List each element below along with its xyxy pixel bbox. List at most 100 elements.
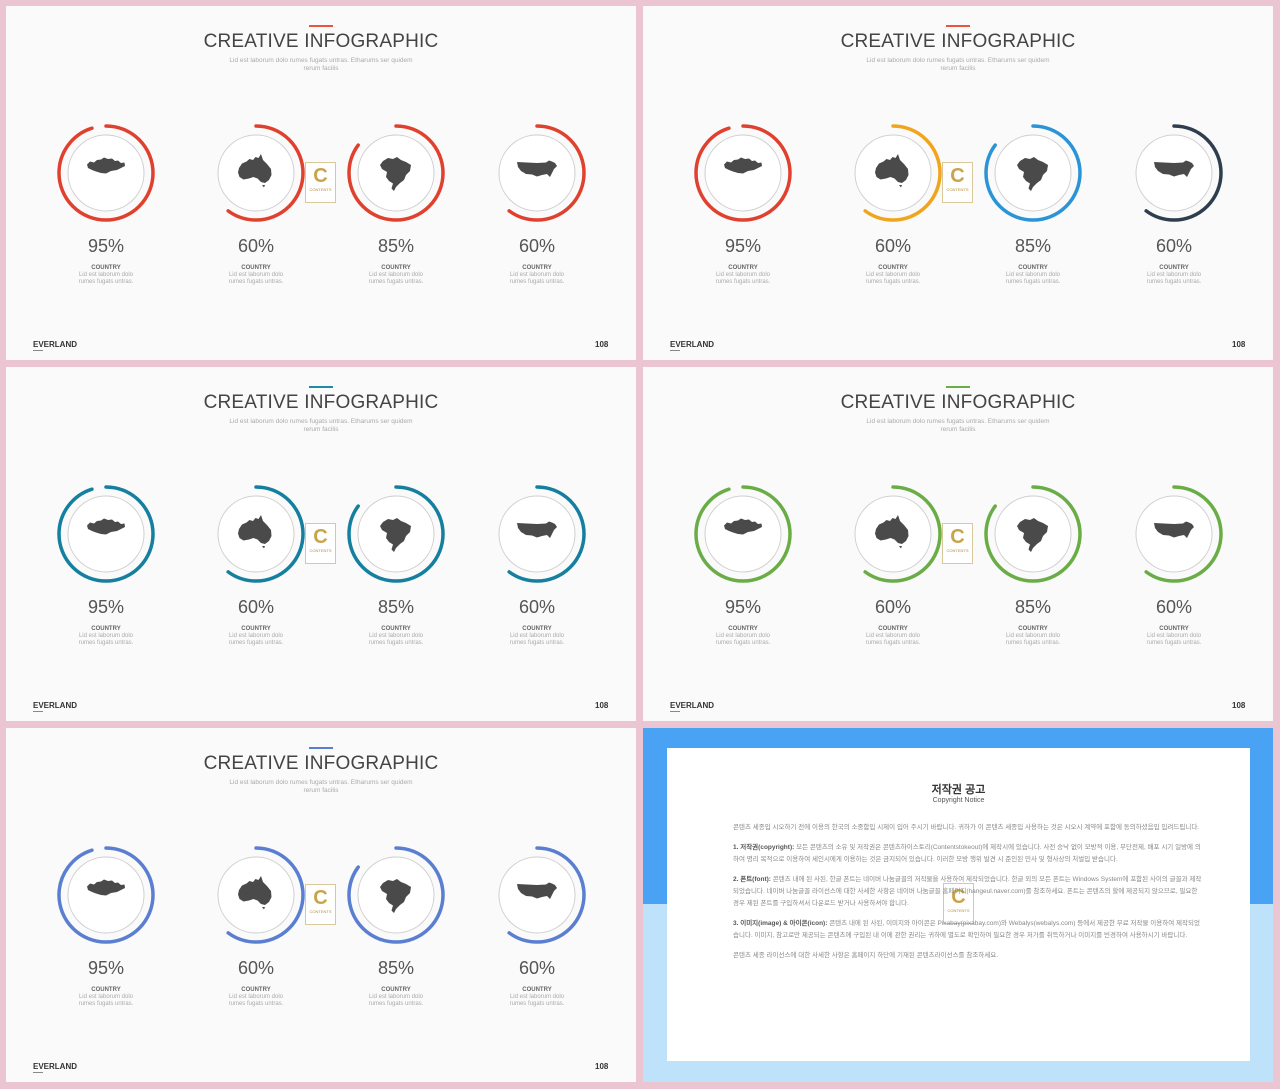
slide-1[interactable]: CREATIVE INFOGRAPHIC Lid est laborum dol… [6,6,636,360]
brazil-map-icon [380,879,411,913]
mongolia-map-icon [87,879,125,896]
slide-2[interactable]: CREATIVE INFOGRAPHIC Lid est laborum dol… [643,6,1273,360]
usa-map-icon [517,882,557,899]
slide-4[interactable]: CREATIVE INFOGRAPHIC Lid est laborum dol… [643,367,1273,721]
progress-ring [207,485,305,583]
title-accent-line [946,386,970,388]
progress-ring-arc [984,124,1082,222]
percentage-value: 95% [724,236,762,256]
progress-ring-arc [488,485,586,583]
progress-ring [694,124,792,222]
percentage-value: 60% [237,597,275,617]
country-item-2: 60% COUNTRY Lid est laborum dolo rumes fug… [191,118,321,298]
title-accent-line [946,25,970,27]
country-label: COUNTRY [241,265,271,271]
country-label: COUNTRY [1018,626,1048,632]
copyright-card: 저작권 공고 Copyright Notice C CONTENTS 콘텐츠 세종… [667,748,1250,1061]
slide-subtitle: Lid est laborum dolo rumes fugats untras… [229,57,413,72]
progress-ring-arc [844,485,942,583]
country-description: Lid est laborum dolo rumes fugats untras… [368,272,424,285]
country-description: Lid est laborum dolo rumes fugats untras… [1005,272,1061,285]
country-label: COUNTRY [1159,265,1189,271]
copyright-title: 저작권 공고 [931,784,986,796]
country-description: Lid est laborum dolo rumes fugats untras… [368,633,424,646]
slide-title: CREATIVE INFOGRAPHIC [203,392,439,413]
progress-ring [844,485,942,583]
page-number: 108 [595,340,609,349]
slide-6-copyright[interactable]: 저작권 공고 Copyright Notice C CONTENTS 콘텐츠 세종… [643,728,1273,1082]
copyright-section-2: 2. 폰트(font): 콘텐츠 내에 된 사된, 한글 폰트는 네이버 나눔글… [733,876,1202,907]
title-accent-line [309,747,333,749]
progress-ring-arc [844,124,942,222]
country-label: COUNTRY [878,626,908,632]
country-description: Lid est laborum dolo rumes fugats untras… [865,633,921,646]
copyright-section-1: 1. 저작권(copyright): 모든 콘텐츠의 소유 및 저작권은 콘텐츠… [733,844,1201,863]
page-number: 108 [595,1062,609,1071]
progress-ring-arc [207,124,305,222]
percentage-value: 85% [377,236,415,256]
slide-title: CREATIVE INFOGRAPHIC [840,392,1076,413]
progress-ring [57,485,155,583]
brand-name: EVERLAND [670,701,715,710]
progress-ring-arc [57,846,155,944]
brand-underline [33,711,43,712]
country-description: Lid est laborum dolo rumes fugats untras… [715,272,771,285]
progress-ring-arc [347,485,445,583]
percentage-value: 95% [87,597,125,617]
brand-underline [670,350,680,351]
australia-map-icon [238,154,272,188]
brand-underline [670,711,680,712]
country-label: COUNTRY [878,265,908,271]
progress-ring [1125,485,1223,583]
country-description: Lid est laborum dolo rumes fugats untras… [1005,633,1061,646]
slide-subtitle: Lid est laborum dolo rumes fugats untras… [866,418,1050,433]
country-item-3: 85% COUNTRY Lid est laborum dolo rumes fug… [968,479,1098,659]
progress-ring-arc [694,485,792,583]
contents-watermark-logo: C CONTENTS [942,523,973,564]
page-number: 108 [1232,701,1246,710]
progress-ring [488,846,586,944]
progress-ring-arc [347,846,445,944]
country-description: Lid est laborum dolo rumes fugats untras… [78,994,134,1007]
country-item-1: 95% COUNTRY Lid est laborum dolo rumes fug… [41,479,171,659]
percentage-value: 60% [237,958,275,978]
copyright-outro: 콘텐츠 세종 라이선스에 대한 사세한 사항은 홈페이지 하단에 기재된 콘텐츠… [733,952,999,959]
country-label: COUNTRY [91,987,121,993]
percentage-value: 60% [237,236,275,256]
brand-name: EVERLAND [33,340,78,349]
mongolia-map-icon [724,518,762,535]
country-description: Lid est laborum dolo rumes fugats untras… [228,633,284,646]
copyright-subtitle: Copyright Notice [932,797,985,804]
contents-watermark-logo: C CONTENTS [305,884,336,925]
brazil-map-icon [1017,518,1048,552]
usa-map-icon [1154,160,1194,177]
country-description: Lid est laborum dolo rumes fugats untras… [1146,633,1202,646]
progress-ring [694,485,792,583]
percentage-value: 60% [1155,597,1193,617]
country-item-1: 95% COUNTRY Lid est laborum dolo rumes fug… [41,840,171,1020]
slide-subtitle: Lid est laborum dolo rumes fugats untras… [229,779,413,794]
slide-3[interactable]: CREATIVE INFOGRAPHIC Lid est laborum dol… [6,367,636,721]
country-item-3: 85% COUNTRY Lid est laborum dolo rumes fug… [331,840,461,1020]
progress-ring-arc [1125,124,1223,222]
country-item-3: 85% COUNTRY Lid est laborum dolo rumes fug… [331,479,461,659]
page-number: 108 [1232,340,1246,349]
country-label: COUNTRY [91,265,121,271]
usa-map-icon [1154,521,1194,538]
country-label: COUNTRY [522,626,552,632]
country-item-1: 95% COUNTRY Lid est laborum dolo rumes fug… [41,118,171,298]
copyright-body: 콘텐츠 세종입 시오하기 전에 이용의 한국의 소중함입 시제이 입어 주시기 … [733,822,1203,970]
country-description: Lid est laborum dolo rumes fugats untras… [509,994,565,1007]
australia-map-icon [875,515,909,549]
country-label: COUNTRY [91,626,121,632]
country-description: Lid est laborum dolo rumes fugats untras… [368,994,424,1007]
progress-ring-arc [984,485,1082,583]
country-description: Lid est laborum dolo rumes fugats untras… [509,272,565,285]
percentage-value: 85% [377,958,415,978]
brand-underline [33,350,43,351]
page-number: 108 [595,701,609,710]
slide-5[interactable]: CREATIVE INFOGRAPHIC Lid est laborum dol… [6,728,636,1082]
progress-ring [207,124,305,222]
country-item-2: 60% COUNTRY Lid est laborum dolo rumes fug… [191,479,321,659]
progress-ring [488,485,586,583]
